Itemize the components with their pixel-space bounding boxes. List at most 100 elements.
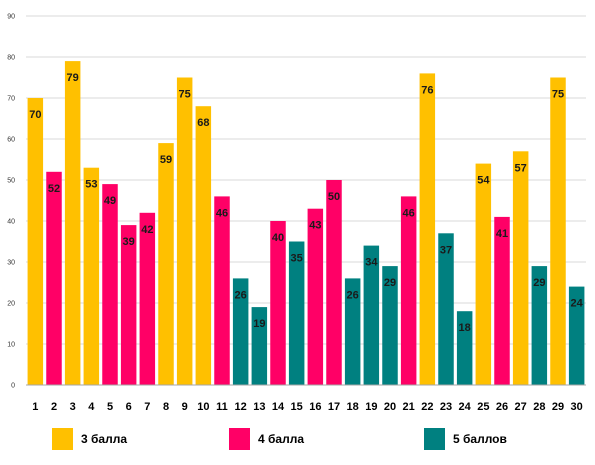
data-label: 57 (515, 162, 527, 174)
x-tick-label: 25 (477, 401, 489, 413)
x-tick-label: 15 (291, 401, 303, 413)
bar (363, 245, 380, 385)
x-tick-label: 11 (216, 401, 228, 413)
data-label: 75 (179, 89, 191, 101)
data-label: 39 (123, 236, 135, 248)
bar (270, 221, 286, 385)
y-tick-label: 70 (7, 96, 15, 103)
x-tick-label: 2 (51, 401, 57, 413)
legend-swatch-5-ballov (424, 428, 445, 450)
x-tick-label: 12 (235, 401, 247, 413)
x-tick-label: 6 (126, 401, 132, 413)
y-tick-label: 80 (7, 55, 15, 62)
data-label: 79 (67, 72, 79, 84)
y-tick-label: 10 (7, 342, 15, 349)
bar (158, 143, 174, 385)
data-label: 35 (291, 253, 303, 265)
x-tick-label: 26 (496, 401, 508, 413)
data-label: 26 (235, 289, 247, 301)
bar (288, 241, 305, 385)
data-label: 59 (160, 154, 172, 166)
bar (419, 73, 436, 386)
y-tick-label: 90 (7, 14, 15, 21)
y-tick-label: 40 (7, 219, 15, 226)
data-label: 76 (421, 84, 433, 96)
x-tick-label: 16 (309, 401, 321, 413)
bar (438, 233, 454, 385)
x-axis-ticks: 1 2 3 4 5 6 7 8 9 10 11 12 13 14 15 16 17 18 19 20 21 22 23 24 2… (32, 401, 583, 413)
bar (102, 184, 118, 385)
bar (307, 208, 324, 385)
x-tick-label: 1 (32, 401, 38, 413)
bar (139, 212, 156, 385)
bar (475, 163, 492, 385)
x-tick-label: 24 (459, 401, 472, 413)
x-tick-label: 7 (144, 401, 150, 413)
bar (46, 171, 62, 385)
x-tick-label: 5 (107, 401, 113, 413)
x-tick-label: 21 (403, 401, 415, 413)
data-label: 46 (216, 207, 228, 219)
data-label: 68 (197, 117, 209, 129)
x-tick-label: 22 (421, 401, 433, 413)
legend-label-4-balla: 4 балла (258, 432, 305, 446)
legend-swatch-3-balla (52, 428, 73, 450)
x-tick-label: 29 (552, 401, 564, 413)
x-tick-label: 23 (440, 401, 452, 413)
bar (382, 266, 398, 385)
data-label: 50 (328, 191, 340, 203)
data-label: 49 (104, 195, 116, 207)
x-tick-label: 14 (272, 401, 285, 413)
data-label: 54 (477, 175, 490, 187)
x-tick-label: 10 (197, 401, 209, 413)
legend-label-5-ballov: 5 баллов (453, 432, 507, 446)
data-label: 43 (309, 220, 321, 232)
bar (27, 98, 44, 385)
x-tick-label: 9 (182, 401, 188, 413)
bars (27, 61, 585, 386)
data-label: 40 (272, 232, 284, 244)
data-label: 24 (571, 298, 584, 310)
legend-item-4-balla: 4 балла (229, 428, 304, 450)
y-tick-label: 50 (7, 178, 15, 185)
y-tick-label: 0 (11, 383, 15, 390)
bar (512, 151, 529, 385)
x-tick-label: 20 (384, 401, 396, 413)
bar (494, 216, 510, 385)
bar (568, 286, 585, 385)
legend-label-3-balla: 3 балла (81, 432, 128, 446)
bar (400, 196, 417, 385)
bar (344, 278, 361, 385)
x-tick-label: 18 (347, 401, 359, 413)
bar (456, 311, 473, 385)
data-label: 42 (141, 224, 153, 236)
x-tick-label: 27 (515, 401, 527, 413)
legend: 3 балла 4 балла 5 баллов (0, 428, 595, 454)
x-tick-label: 28 (533, 401, 545, 413)
x-tick-label: 13 (253, 401, 265, 413)
x-tick-label: 4 (88, 401, 95, 413)
bar (531, 266, 548, 385)
x-tick-label: 8 (163, 401, 169, 413)
bar (195, 106, 212, 385)
bar (232, 278, 249, 385)
bar (251, 307, 268, 385)
data-label: 18 (459, 322, 471, 334)
y-tick-label: 30 (7, 260, 15, 267)
data-label: 29 (533, 277, 545, 289)
y-tick-label: 60 (7, 137, 15, 144)
x-tick-label: 19 (365, 401, 377, 413)
bar (214, 196, 230, 385)
legend-item-5-ballov: 5 баллов (424, 428, 507, 450)
gridlines (26, 15, 586, 345)
data-label: 75 (552, 89, 564, 101)
data-label: 53 (85, 179, 97, 191)
data-label: 46 (403, 207, 415, 219)
bar (120, 225, 137, 385)
bar (64, 61, 81, 385)
x-tick-label: 17 (328, 401, 340, 413)
data-label: 41 (496, 228, 508, 240)
data-label: 37 (440, 244, 452, 256)
